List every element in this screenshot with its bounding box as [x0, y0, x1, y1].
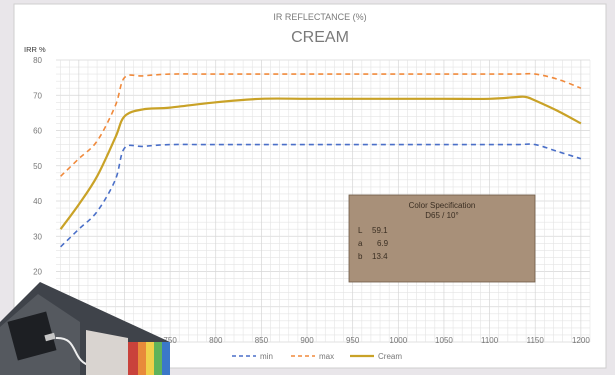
color-specification-panel — [348, 194, 536, 283]
photo-card-base — [86, 330, 128, 375]
spec-label-a: a — [358, 239, 363, 248]
y-tick-label: 60 — [33, 127, 42, 136]
x-tick-label: 1050 — [435, 336, 453, 345]
photo-swatch-orange — [138, 342, 146, 375]
photo-swatch-yellow — [146, 342, 154, 375]
x-tick-label: 1150 — [527, 336, 545, 345]
x-tick-label: 800 — [209, 336, 223, 345]
x-tick-label: 1000 — [389, 336, 407, 345]
x-tick-label: 900 — [300, 336, 314, 345]
y-tick-label: 80 — [33, 56, 42, 65]
y-tick-label: 70 — [33, 91, 42, 100]
color-specification-illuminant: D65 / 10° — [425, 211, 458, 220]
photo-swatch-green — [154, 342, 162, 375]
x-tick-label: 750 — [163, 336, 177, 345]
legend-label-min: min — [260, 352, 273, 361]
photo-device-port — [44, 332, 56, 342]
series-lines — [59, 72, 582, 248]
photo-swatch-red — [128, 342, 138, 375]
y-tick-label: 40 — [33, 197, 42, 206]
chart-legend: min max Cream — [232, 352, 402, 361]
product-photo — [0, 282, 170, 375]
grid-lines — [56, 59, 591, 343]
photo-swatch-blue — [162, 342, 170, 375]
spec-value-l: 59.1 — [372, 226, 388, 235]
spec-value-a: 6.9 — [377, 239, 389, 248]
spec-value-b: 13.4 — [372, 252, 388, 261]
x-tick-label: 850 — [255, 336, 269, 345]
y-tick-label: 50 — [33, 162, 42, 171]
chart-subtitle: CREAM — [291, 29, 349, 46]
color-specification-title: Color Specification — [409, 201, 476, 210]
legend-label-max: max — [319, 352, 334, 361]
x-tick-label: 950 — [346, 336, 360, 345]
chart-title: IR REFLECTANCE (%) — [273, 12, 366, 22]
y-tick-label: 30 — [33, 232, 42, 241]
spec-label-l: L — [358, 226, 363, 235]
legend-label-cream: Cream — [378, 352, 402, 361]
y-tick-label: 20 — [33, 268, 42, 277]
series-line-min — [60, 143, 582, 248]
y-axis-ticks: 20 30 40 50 60 70 80 — [33, 56, 42, 277]
x-tick-label: 1200 — [572, 336, 590, 345]
y-axis-label: IRR % — [24, 45, 46, 54]
photo-device-screen — [7, 311, 57, 361]
series-line-cream — [59, 95, 582, 230]
x-tick-label: 1100 — [481, 336, 499, 345]
spec-label-b: b — [358, 252, 363, 261]
series-line-max — [60, 72, 582, 177]
color-specification-box: Color Specification D65 / 10° L 59.1 a 6… — [348, 194, 536, 283]
